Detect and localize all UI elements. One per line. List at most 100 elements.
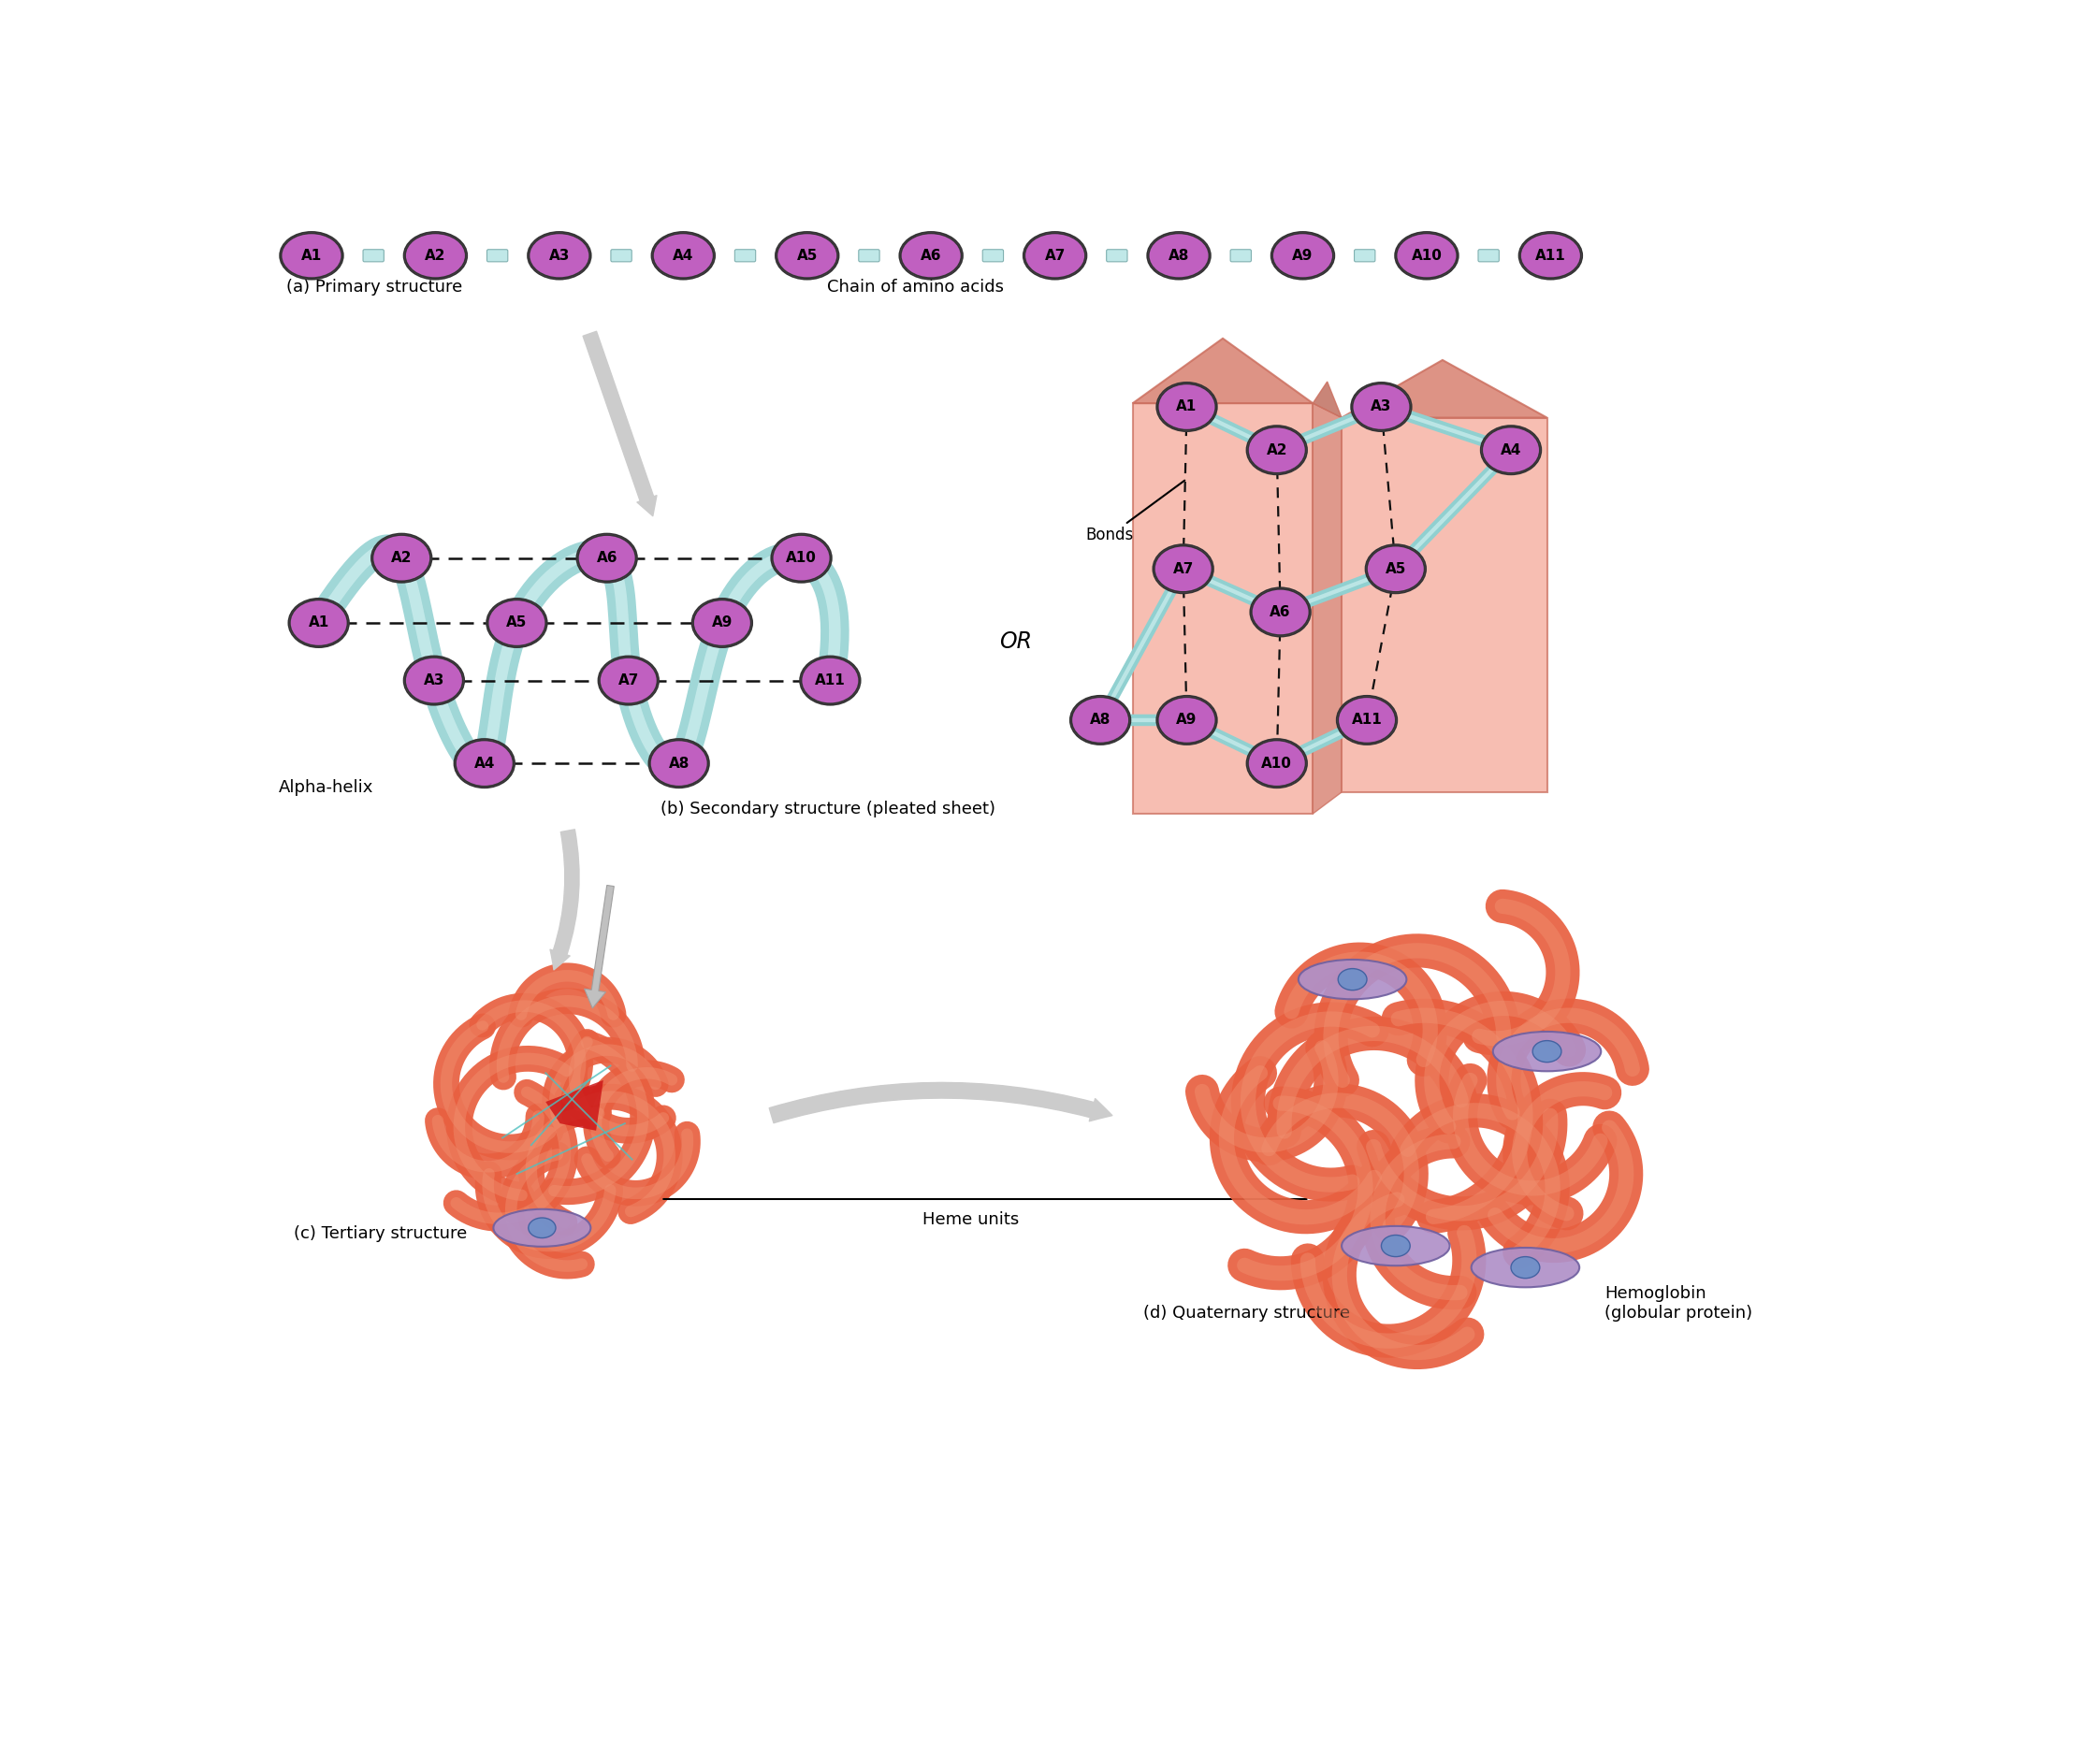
Ellipse shape xyxy=(488,600,546,646)
Text: OR: OR xyxy=(999,630,1032,653)
Text: A2: A2 xyxy=(426,249,446,263)
Ellipse shape xyxy=(1248,427,1306,473)
Ellipse shape xyxy=(1156,383,1217,432)
FancyBboxPatch shape xyxy=(982,249,1003,261)
Ellipse shape xyxy=(1395,231,1457,279)
Ellipse shape xyxy=(403,656,465,706)
Ellipse shape xyxy=(405,658,463,704)
Ellipse shape xyxy=(455,741,513,787)
Text: A3: A3 xyxy=(548,249,569,263)
Text: A3: A3 xyxy=(424,674,444,688)
Text: A10: A10 xyxy=(1262,757,1291,771)
Ellipse shape xyxy=(654,233,714,279)
Ellipse shape xyxy=(1397,233,1457,279)
Ellipse shape xyxy=(1366,545,1426,593)
Text: A7: A7 xyxy=(1044,249,1065,263)
Polygon shape xyxy=(1341,418,1547,792)
Ellipse shape xyxy=(1148,233,1208,279)
Ellipse shape xyxy=(577,533,637,582)
Text: A5: A5 xyxy=(797,249,818,263)
Ellipse shape xyxy=(650,741,708,787)
Text: A1: A1 xyxy=(301,249,322,263)
Text: A8: A8 xyxy=(668,757,689,771)
Text: Alpha-helix: Alpha-helix xyxy=(278,780,374,796)
Polygon shape xyxy=(546,1080,604,1131)
Ellipse shape xyxy=(901,233,961,279)
Ellipse shape xyxy=(1252,589,1310,635)
Text: A1: A1 xyxy=(1177,400,1198,415)
Ellipse shape xyxy=(1520,233,1580,279)
Ellipse shape xyxy=(529,233,590,279)
Ellipse shape xyxy=(1493,1032,1601,1071)
Ellipse shape xyxy=(1381,1235,1410,1256)
Ellipse shape xyxy=(770,533,832,582)
Ellipse shape xyxy=(1148,231,1210,279)
Ellipse shape xyxy=(1520,231,1582,279)
FancyArrowPatch shape xyxy=(583,332,656,517)
Ellipse shape xyxy=(1154,545,1212,593)
Ellipse shape xyxy=(1152,545,1214,593)
Ellipse shape xyxy=(1158,697,1217,743)
Ellipse shape xyxy=(1246,425,1308,475)
Ellipse shape xyxy=(1341,1226,1449,1267)
Text: A1: A1 xyxy=(309,616,330,630)
Text: A4: A4 xyxy=(1501,443,1522,457)
Ellipse shape xyxy=(1248,741,1306,787)
Ellipse shape xyxy=(291,600,347,646)
Ellipse shape xyxy=(799,656,859,706)
Ellipse shape xyxy=(801,658,859,704)
Ellipse shape xyxy=(693,600,752,646)
Text: Hemoglobin
(globular protein): Hemoglobin (globular protein) xyxy=(1605,1286,1752,1321)
Polygon shape xyxy=(1133,339,1312,404)
Ellipse shape xyxy=(1511,1256,1540,1279)
Text: A8: A8 xyxy=(1169,249,1190,263)
Text: (c) Tertiary structure: (c) Tertiary structure xyxy=(293,1226,467,1242)
Ellipse shape xyxy=(1071,697,1129,743)
Ellipse shape xyxy=(1366,545,1424,593)
Ellipse shape xyxy=(494,1208,592,1247)
Ellipse shape xyxy=(374,534,430,580)
Ellipse shape xyxy=(1158,385,1217,430)
Text: A11: A11 xyxy=(1536,249,1565,263)
Text: A9: A9 xyxy=(712,616,733,630)
Text: (d) Quaternary structure: (d) Quaternary structure xyxy=(1144,1305,1349,1321)
Text: (b) Secondary structure (pleated sheet): (b) Secondary structure (pleated sheet) xyxy=(660,801,996,817)
FancyBboxPatch shape xyxy=(859,249,880,261)
Text: A2: A2 xyxy=(1266,443,1287,457)
Text: A2: A2 xyxy=(390,550,413,564)
Text: A9: A9 xyxy=(1177,713,1198,727)
Ellipse shape xyxy=(403,231,467,279)
Text: A5: A5 xyxy=(507,616,527,630)
Text: A4: A4 xyxy=(473,757,494,771)
Text: A4: A4 xyxy=(673,249,693,263)
Ellipse shape xyxy=(1023,231,1086,279)
Ellipse shape xyxy=(1351,385,1410,430)
FancyBboxPatch shape xyxy=(735,249,756,261)
Polygon shape xyxy=(1341,360,1547,418)
FancyArrowPatch shape xyxy=(550,829,579,970)
Ellipse shape xyxy=(598,656,658,706)
FancyArrowPatch shape xyxy=(770,1083,1113,1124)
Text: Chain of amino acids: Chain of amino acids xyxy=(826,279,1003,295)
Ellipse shape xyxy=(1246,739,1308,789)
Ellipse shape xyxy=(776,231,839,279)
Ellipse shape xyxy=(1337,695,1397,744)
Ellipse shape xyxy=(1532,1041,1561,1062)
Ellipse shape xyxy=(1482,427,1540,473)
Ellipse shape xyxy=(1351,383,1412,432)
Ellipse shape xyxy=(289,598,349,647)
Ellipse shape xyxy=(772,534,830,580)
Text: A7: A7 xyxy=(1173,563,1194,575)
Ellipse shape xyxy=(1273,233,1333,279)
FancyBboxPatch shape xyxy=(488,249,509,261)
Ellipse shape xyxy=(691,598,752,647)
Ellipse shape xyxy=(1069,695,1131,744)
Ellipse shape xyxy=(280,233,343,279)
FancyBboxPatch shape xyxy=(1231,249,1252,261)
Ellipse shape xyxy=(1298,960,1408,998)
FancyBboxPatch shape xyxy=(610,249,631,261)
Text: A10: A10 xyxy=(1412,249,1443,263)
Text: A9: A9 xyxy=(1291,249,1314,263)
FancyBboxPatch shape xyxy=(1354,249,1374,261)
Ellipse shape xyxy=(455,739,515,789)
